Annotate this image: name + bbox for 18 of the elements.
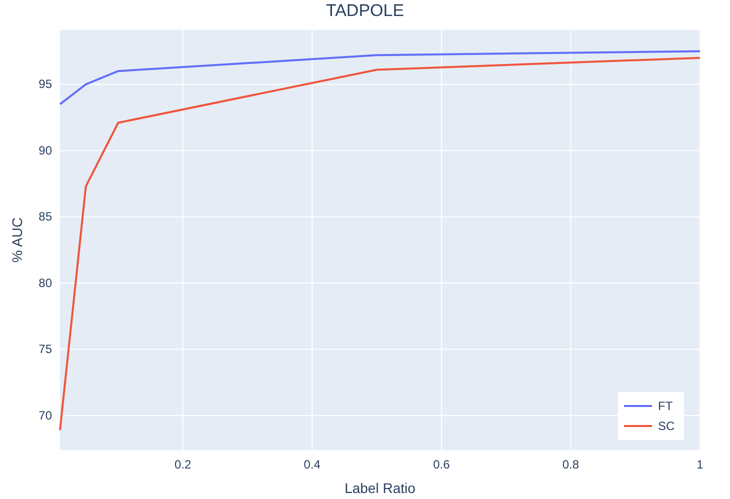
x-tick-label: 0.6 [433,458,450,472]
x-tick-label: 1 [696,458,704,472]
y-tick-label: 80 [38,276,52,290]
line-series [59,56,701,432]
x-tick-label: 0.2 [174,458,192,472]
x-axis-title: Label Ratio [344,480,416,496]
legend-label: SC [658,419,676,433]
y-tick-label: 95 [38,77,52,92]
x-tick-label: 0.8 [562,458,580,472]
y-tick-label: 85 [38,210,52,224]
x-tick-label: 0.4 [304,458,321,472]
legend-label: FT [658,399,674,413]
y-tick-label: 90 [38,143,52,158]
y-tick-label: 70 [38,408,52,422]
y-axis-title: % AUC [9,217,25,263]
chart-title: TADPOLE [326,1,404,20]
line-series [59,50,701,106]
y-tick-label: 75 [38,342,52,356]
